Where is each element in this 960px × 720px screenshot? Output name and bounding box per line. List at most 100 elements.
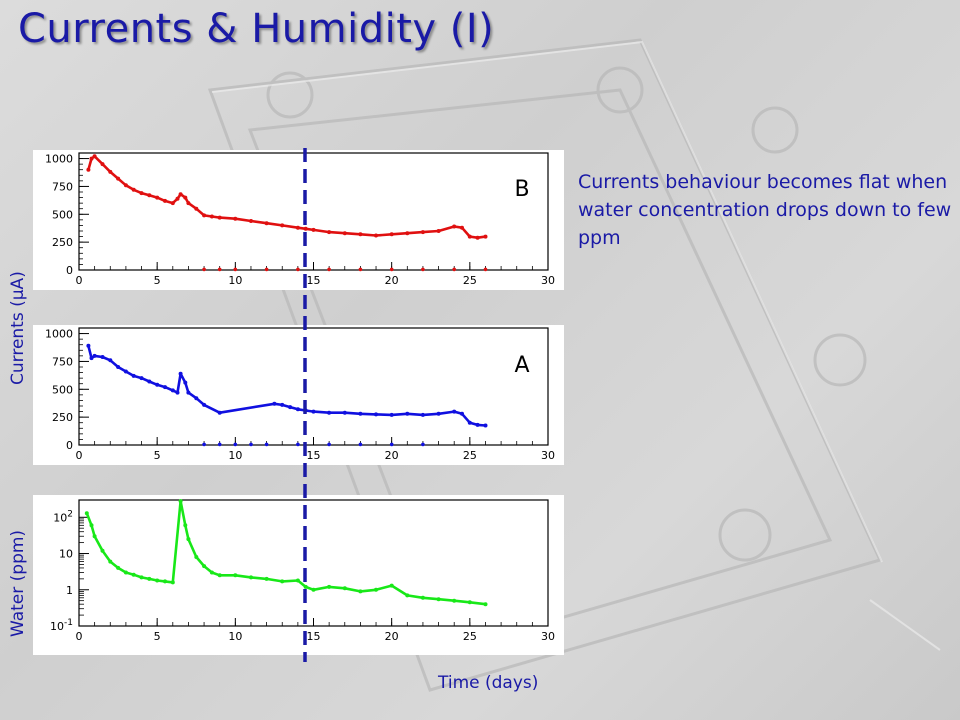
y-tick-label: 102 bbox=[53, 509, 73, 524]
data-point bbox=[460, 225, 464, 230]
data-point bbox=[475, 235, 480, 240]
data-point bbox=[452, 409, 457, 414]
data-point bbox=[108, 169, 113, 174]
data-point bbox=[272, 401, 277, 406]
data-point bbox=[374, 587, 378, 592]
data-point bbox=[209, 570, 214, 575]
data-point bbox=[202, 564, 207, 569]
panel-background bbox=[33, 150, 564, 290]
data-point bbox=[327, 442, 331, 447]
series-1 bbox=[86, 154, 488, 240]
x-tick-label: 20 bbox=[385, 274, 399, 287]
x-tick-label: 25 bbox=[463, 449, 477, 462]
data-point bbox=[183, 195, 188, 200]
x-tick-label: 20 bbox=[385, 630, 399, 643]
data-point bbox=[389, 232, 394, 237]
data-point bbox=[389, 442, 394, 447]
data-point bbox=[295, 407, 300, 412]
data-point bbox=[483, 267, 488, 272]
x-tick-label: 30 bbox=[541, 449, 555, 462]
data-point bbox=[92, 154, 97, 159]
data-point bbox=[123, 570, 128, 575]
data-point bbox=[209, 214, 214, 219]
data-point bbox=[460, 411, 464, 416]
data-point bbox=[233, 216, 238, 221]
data-point bbox=[467, 234, 472, 239]
x-tick-label: 10 bbox=[228, 274, 242, 287]
x-tick-label: 30 bbox=[541, 274, 555, 287]
data-point bbox=[183, 380, 188, 385]
data-point bbox=[420, 412, 425, 417]
data-point bbox=[147, 193, 152, 198]
slide-title: Currents & Humidity (I) bbox=[18, 6, 495, 52]
data-point bbox=[475, 422, 480, 427]
data-point bbox=[405, 411, 410, 416]
data-point bbox=[405, 231, 410, 236]
data-point bbox=[249, 575, 253, 580]
x-tick-label: 0 bbox=[76, 274, 83, 287]
data-point bbox=[155, 578, 160, 583]
data-point bbox=[389, 583, 394, 588]
y-tick-label: 250 bbox=[52, 236, 73, 249]
data-point bbox=[467, 600, 472, 605]
data-point bbox=[296, 442, 300, 447]
data-point bbox=[436, 597, 441, 602]
data-point bbox=[452, 224, 457, 229]
y-tick-label: 0 bbox=[66, 264, 73, 277]
data-point bbox=[436, 411, 441, 416]
data-point bbox=[108, 559, 113, 564]
y-tick-label: 750 bbox=[52, 180, 73, 193]
x-tick-label: 15 bbox=[307, 630, 321, 643]
data-point bbox=[178, 371, 183, 376]
data-point bbox=[116, 176, 121, 181]
data-point bbox=[280, 223, 285, 228]
data-point bbox=[147, 379, 152, 384]
data-point bbox=[233, 267, 238, 272]
data-point bbox=[249, 442, 253, 447]
data-point bbox=[217, 410, 222, 415]
chart-panel-1: 0 5 10 15 20 25 30 0 250 500 750 1000 B bbox=[33, 150, 564, 290]
data-point bbox=[288, 405, 293, 410]
x-tick-label: 0 bbox=[76, 449, 83, 462]
data-point bbox=[170, 201, 175, 206]
y-tick-label: 1000 bbox=[45, 328, 73, 341]
data-point bbox=[170, 388, 175, 393]
x-tick-label: 20 bbox=[385, 449, 399, 462]
x-axis-label: Time (days) bbox=[438, 673, 539, 693]
data-point bbox=[202, 402, 207, 407]
data-point bbox=[342, 410, 347, 415]
data-point bbox=[249, 219, 253, 223]
y-tick-label: 10-1 bbox=[50, 618, 73, 633]
data-point bbox=[233, 442, 238, 447]
data-point bbox=[147, 576, 152, 581]
data-point bbox=[116, 565, 121, 570]
x-tick-label: 25 bbox=[463, 630, 477, 643]
x-tick-label: 5 bbox=[154, 630, 161, 643]
data-point bbox=[217, 442, 222, 447]
data-point bbox=[327, 267, 331, 272]
panel-label-A: A bbox=[514, 353, 529, 378]
y-tick-label: 10 bbox=[59, 548, 73, 561]
data-point bbox=[100, 355, 105, 359]
data-point bbox=[483, 602, 488, 607]
data-point bbox=[280, 579, 285, 584]
y-tick-label: 0 bbox=[66, 439, 73, 452]
data-point bbox=[84, 511, 89, 516]
data-point bbox=[420, 230, 425, 235]
data-point bbox=[327, 230, 332, 235]
data-point bbox=[194, 555, 199, 559]
data-point bbox=[139, 191, 144, 196]
data-point bbox=[217, 267, 222, 272]
data-point bbox=[217, 215, 222, 220]
x-tick-label: 10 bbox=[228, 630, 242, 643]
data-point bbox=[100, 548, 105, 553]
data-point bbox=[327, 584, 332, 589]
data-point bbox=[342, 586, 347, 591]
data-point bbox=[295, 578, 300, 583]
panel-background bbox=[33, 495, 564, 655]
data-point bbox=[139, 376, 144, 381]
x-tick-label: 10 bbox=[228, 449, 242, 462]
data-point bbox=[452, 598, 457, 603]
data-point bbox=[170, 580, 175, 585]
